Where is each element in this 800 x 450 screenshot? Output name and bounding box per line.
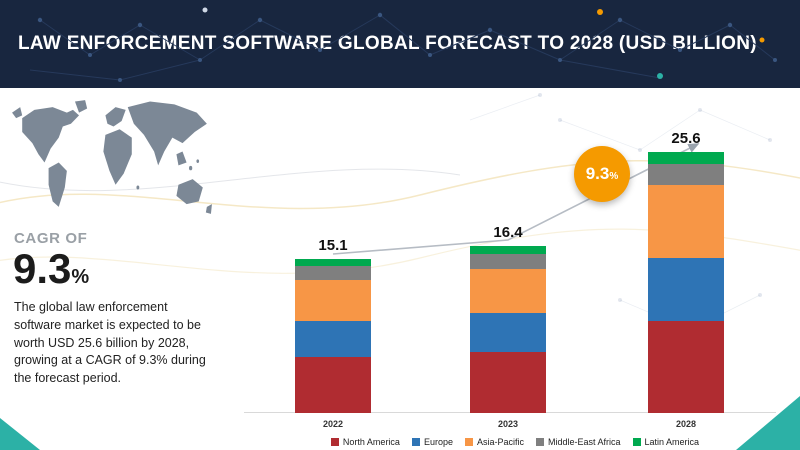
legend-item-latin-america: Latin America (632, 437, 700, 447)
legend-label: Europe (423, 437, 453, 447)
badge-percent-sign: % (609, 170, 619, 182)
x-axis-label-2022: 2022 (322, 419, 344, 429)
bar-segment-2022-europe (295, 321, 371, 357)
legend-swatch (330, 438, 339, 446)
legend-label: North America (342, 437, 400, 447)
legend-item-middle-east-africa: Middle-East Africa (536, 437, 621, 447)
bar-segment-2028-middle-east-africa (648, 164, 724, 185)
total-label-2023: 16.4 (493, 223, 523, 241)
constellation-pattern (29, 7, 777, 82)
corner-accent-left (0, 418, 40, 450)
legend-label: Middle-East Africa (548, 437, 621, 447)
bar-segment-2023-north-america (470, 351, 546, 413)
legend-swatch (536, 438, 544, 446)
x-axis-label-2028: 2028 (675, 419, 697, 429)
bar-segment-2023-middle-east-africa (470, 253, 546, 270)
bar-segment-2022-asia-pacific (295, 280, 371, 322)
bars-container: 15.1 2022 16.4 2023 25.6 2028 (230, 88, 800, 450)
legend-swatch (464, 438, 473, 446)
bar-segment-2023-asia-pacific (470, 269, 546, 314)
legend-item-north-america: North America (330, 437, 400, 447)
total-label-2022: 15.1 (318, 237, 348, 255)
bar-segment-2023-europe (470, 313, 546, 352)
bar-segment-2022-latin-america (295, 259, 371, 267)
bar-segment-2028-asia-pacific (648, 184, 724, 259)
page-title: LAW ENFORCEMENT SOFTWARE GLOBAL FORECAST… (18, 33, 757, 54)
bar-segment-2028-latin-america (648, 152, 724, 165)
chart-area: 15.1 2022 16.4 2023 25.6 2028 9.3% North Amer… (230, 88, 800, 450)
sidebar: CAGR OF 9.3% The global law enforcement … (0, 88, 230, 450)
growth-badge: 9.3% (574, 146, 630, 202)
world-map (12, 100, 212, 214)
cagr-value: 9.3% (13, 245, 230, 292)
legend-item-europe: Europe (411, 437, 453, 447)
legend-label: Asia-Pacific (476, 437, 524, 447)
bar-2023: 16.4 2023 (470, 224, 546, 429)
total-label-2028: 25.6 (671, 130, 701, 148)
legend-swatch (411, 438, 420, 446)
corner-accent-right (736, 396, 800, 450)
cagr-label: CAGR OF (14, 230, 88, 247)
bar-segment-2023-latin-america (470, 245, 546, 254)
legend-swatch (632, 438, 641, 446)
bar-2028: 25.6 2028 (648, 130, 724, 429)
bar-2022: 15.1 2022 (295, 237, 371, 429)
badge-number: 9.3 (585, 164, 610, 183)
bar-segment-2022-middle-east-africa (295, 266, 371, 281)
legend-label: Latin America (644, 437, 700, 447)
cagr-number: 9.3 (13, 245, 72, 292)
cagr-percent-sign: % (71, 266, 90, 288)
bar-segment-2028-north-america (648, 321, 724, 413)
legend: North America Europe Asia-Pacific Middle-Ea… (230, 437, 800, 447)
bar-segment-2022-north-america (295, 356, 371, 413)
legend-item-asia-pacific: Asia-Pacific (464, 437, 524, 447)
x-axis-label-2023: 2023 (497, 419, 519, 429)
header: LAW ENFORCEMENT SOFTWARE GLOBAL FORECAST… (0, 0, 800, 88)
bar-segment-2028-europe (648, 258, 724, 322)
market-description: The global law enforcement software mark… (14, 300, 206, 386)
